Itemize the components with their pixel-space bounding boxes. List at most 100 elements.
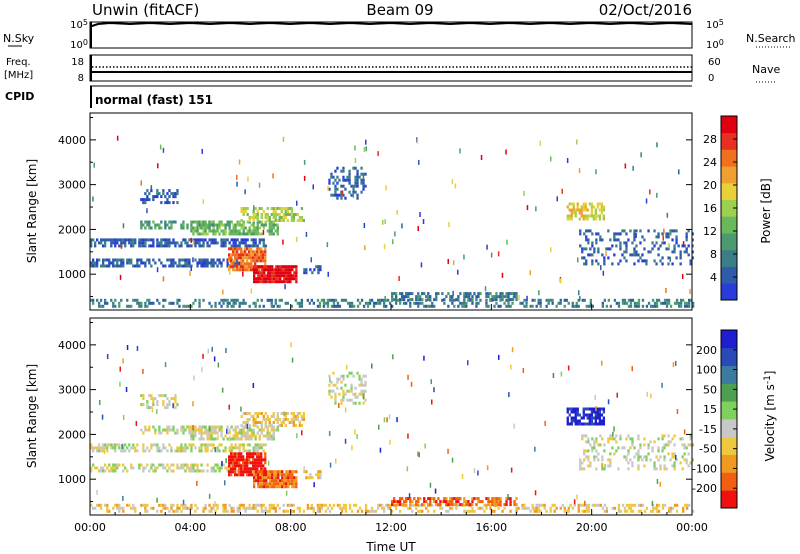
- power-cell: [228, 247, 231, 251]
- velocity-cell: [595, 455, 598, 459]
- velocity-cell: [342, 395, 345, 399]
- velocity-cell: [629, 446, 632, 450]
- velocity-cell: [116, 506, 119, 510]
- power-cell: [257, 265, 260, 269]
- power-cell: [144, 301, 147, 305]
- velocity-cell: [126, 469, 129, 473]
- power-cell: [214, 232, 217, 236]
- power-cell: [340, 184, 343, 188]
- velocity-cell: [238, 437, 241, 441]
- power-cell: [96, 298, 99, 302]
- velocity-cell: [673, 443, 676, 447]
- velocity-cell: [257, 485, 260, 489]
- power-cell: [160, 244, 163, 248]
- power-cell: [348, 304, 352, 308]
- power-cell: [246, 238, 249, 242]
- velocity-cell: [639, 446, 642, 450]
- velocity-cell: [457, 497, 460, 501]
- velocity-cell: [260, 503, 263, 507]
- power-cell: [691, 256, 694, 260]
- velocity-cell: [585, 506, 588, 510]
- power-cell: [433, 298, 436, 302]
- velocity-cell: [354, 386, 357, 390]
- velocity-cell: [230, 506, 233, 510]
- power-cell: [503, 301, 506, 305]
- velocity-colorbar-segment: [721, 490, 737, 509]
- velocity-cell: [124, 443, 127, 447]
- power-cell: [168, 195, 171, 199]
- velocity-cell: [200, 463, 203, 467]
- power-cell: [603, 259, 606, 263]
- velocity-cell: [600, 413, 604, 417]
- velocity-cell: [244, 437, 247, 441]
- velocity-cell: [220, 428, 223, 432]
- velocity-cell: [631, 443, 634, 447]
- velocity-cell: [254, 412, 257, 415]
- velocity-cell: [240, 434, 243, 438]
- power-cell: [238, 244, 241, 248]
- power-cell: [242, 256, 245, 260]
- power-cell: [92, 238, 95, 242]
- power-cell: [617, 232, 620, 236]
- power-cell: [589, 229, 592, 233]
- power-cell: [156, 189, 159, 193]
- velocity-ytick-label: 2000: [58, 428, 86, 441]
- velocity-cell: [236, 469, 239, 473]
- power-cell: [226, 298, 229, 302]
- power-cell: [254, 226, 257, 230]
- power-cell: [598, 217, 602, 221]
- power-cell: [691, 244, 694, 248]
- power-cell: [572, 208, 575, 212]
- velocity-cell: [240, 458, 243, 462]
- power-cell: [256, 213, 259, 216]
- velocity-cell: [168, 400, 171, 404]
- power-cell: [625, 301, 629, 305]
- velocity-cell: [567, 509, 570, 513]
- power-cell: [112, 301, 115, 305]
- velocity-cell: [465, 503, 468, 507]
- power-cell: [236, 223, 239, 227]
- velocity-cell: [364, 503, 368, 507]
- power-cell: [252, 250, 255, 254]
- velocity-cell: [671, 452, 674, 456]
- power-cell: [671, 229, 674, 233]
- power-cell: [260, 220, 263, 224]
- velocity-cell: [246, 455, 249, 459]
- power-cell: [681, 244, 684, 248]
- power-cell: [190, 223, 193, 227]
- power-cell: [511, 292, 514, 296]
- power-scatter-cell: [595, 169, 597, 175]
- power-cell: [671, 262, 674, 266]
- velocity-cell: [682, 509, 685, 513]
- power-cell: [186, 264, 189, 268]
- power-cell: [232, 301, 235, 305]
- power-cell: [545, 304, 548, 308]
- velocity-cell: [263, 485, 266, 489]
- velocity-cell: [172, 428, 175, 432]
- velocity-cell: [360, 383, 363, 387]
- velocity-cell: [439, 503, 442, 507]
- power-cell: [102, 244, 105, 248]
- velocity-cell: [184, 463, 187, 467]
- power-cell: [374, 301, 378, 305]
- velocity-cell: [287, 470, 290, 474]
- power-cell: [348, 175, 351, 179]
- velocity-cell: [619, 509, 623, 513]
- power-scatter-cell: [420, 262, 423, 268]
- velocity-cell: [180, 446, 183, 450]
- power-cell: [571, 301, 574, 305]
- power-colorbar-tick-label: 4: [710, 271, 717, 284]
- power-cell: [479, 298, 482, 302]
- power-cell: [667, 256, 670, 260]
- power-scatter-cell: [150, 185, 153, 191]
- power-cell: [104, 244, 107, 248]
- power-cell: [208, 229, 211, 233]
- power-cell: [617, 304, 621, 308]
- power-cell: [226, 264, 229, 268]
- power-cell: [655, 262, 658, 266]
- power-cell: [449, 295, 452, 299]
- power-cell: [242, 250, 245, 254]
- power-cell: [140, 241, 143, 245]
- power-cell: [595, 259, 598, 263]
- velocity-cell: [393, 500, 396, 504]
